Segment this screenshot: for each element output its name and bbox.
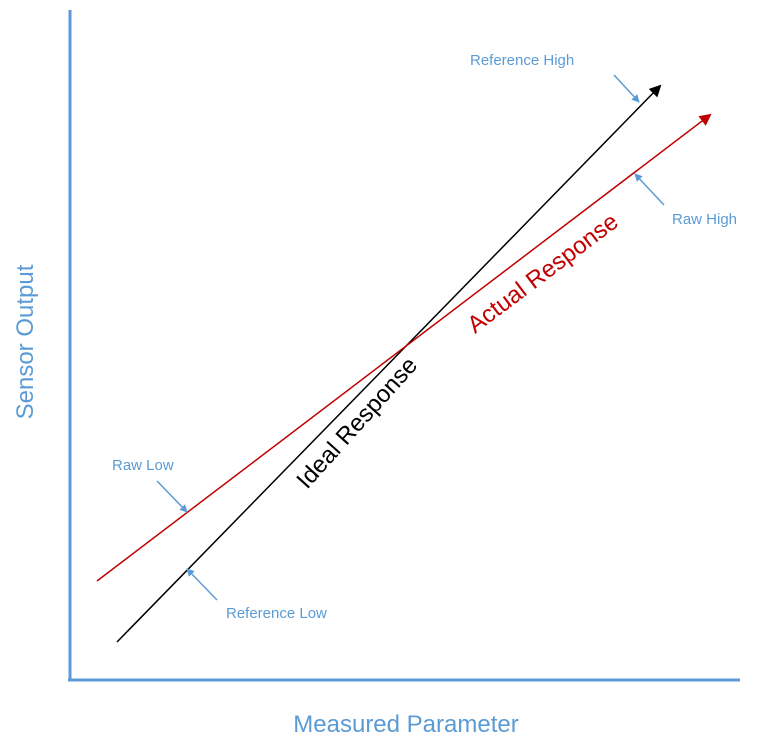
ideal-response-label: Ideal Response <box>291 352 423 494</box>
raw-low-label: Raw Low <box>112 457 174 474</box>
raw-high-pointer-arrow <box>634 173 665 206</box>
actual-response-line <box>96 113 712 582</box>
actual-response-label: Actual Response <box>462 208 623 339</box>
x-axis-title: Measured Parameter <box>293 711 518 738</box>
raw-high-label: Raw High <box>672 211 737 228</box>
reference-high-label: Reference High <box>470 52 574 69</box>
ideal-response-line <box>116 84 662 643</box>
reference-low-pointer-arrow <box>186 568 218 601</box>
y-axis-title: Sensor Output <box>12 264 39 419</box>
reference-low-label: Reference Low <box>226 605 327 622</box>
reference-high-pointer-arrow <box>613 74 640 103</box>
raw-low-pointer-arrow <box>156 480 188 513</box>
